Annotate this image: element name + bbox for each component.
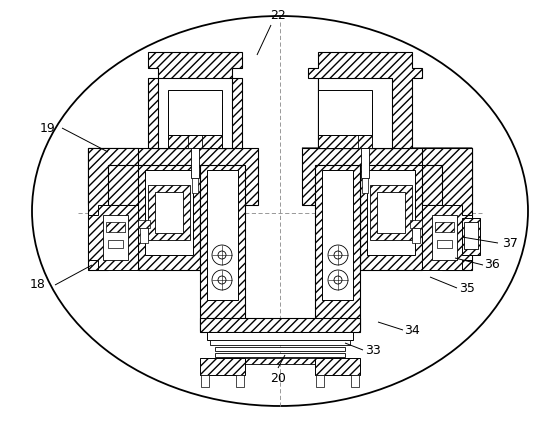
Polygon shape: [215, 353, 345, 357]
Polygon shape: [412, 228, 420, 243]
Polygon shape: [168, 135, 222, 148]
Polygon shape: [435, 222, 454, 232]
Polygon shape: [201, 375, 209, 387]
Circle shape: [334, 251, 342, 259]
Polygon shape: [432, 215, 457, 260]
Polygon shape: [315, 358, 360, 375]
Polygon shape: [464, 222, 478, 249]
Polygon shape: [236, 375, 244, 387]
Ellipse shape: [32, 16, 528, 406]
Circle shape: [328, 270, 348, 290]
Polygon shape: [88, 148, 138, 270]
Polygon shape: [103, 215, 128, 260]
Polygon shape: [437, 240, 452, 248]
Polygon shape: [422, 205, 472, 270]
Polygon shape: [88, 205, 138, 270]
Polygon shape: [361, 148, 369, 178]
Polygon shape: [190, 128, 200, 135]
Text: 18: 18: [30, 278, 46, 291]
Polygon shape: [108, 240, 123, 248]
Polygon shape: [302, 148, 472, 205]
Text: 37: 37: [502, 236, 518, 250]
Circle shape: [212, 245, 232, 265]
Text: 33: 33: [365, 343, 381, 357]
Polygon shape: [207, 332, 353, 340]
Polygon shape: [191, 148, 199, 178]
Polygon shape: [318, 90, 372, 135]
Polygon shape: [462, 218, 480, 255]
Circle shape: [212, 270, 232, 290]
Polygon shape: [138, 165, 200, 270]
Polygon shape: [158, 78, 232, 148]
Polygon shape: [315, 165, 360, 330]
Text: 34: 34: [404, 324, 420, 337]
Polygon shape: [148, 52, 242, 148]
Circle shape: [218, 276, 226, 284]
Polygon shape: [188, 135, 202, 148]
Polygon shape: [210, 340, 350, 345]
Polygon shape: [360, 128, 370, 135]
Polygon shape: [316, 375, 324, 387]
Polygon shape: [207, 170, 238, 300]
Polygon shape: [422, 148, 472, 270]
Circle shape: [218, 251, 226, 259]
Polygon shape: [148, 185, 190, 240]
Polygon shape: [360, 165, 422, 270]
Polygon shape: [351, 375, 359, 387]
Text: 35: 35: [459, 281, 475, 294]
Polygon shape: [200, 358, 245, 375]
Circle shape: [334, 276, 342, 284]
Text: 20: 20: [270, 371, 286, 385]
Text: 19: 19: [40, 121, 56, 135]
Circle shape: [328, 245, 348, 265]
Polygon shape: [318, 78, 392, 148]
Polygon shape: [140, 228, 148, 243]
Polygon shape: [367, 170, 415, 255]
Polygon shape: [200, 318, 360, 332]
Polygon shape: [192, 178, 198, 193]
Polygon shape: [318, 105, 372, 135]
Polygon shape: [358, 135, 372, 148]
Polygon shape: [215, 347, 345, 351]
Polygon shape: [210, 358, 350, 364]
Polygon shape: [362, 178, 368, 193]
Polygon shape: [138, 220, 150, 228]
Polygon shape: [318, 135, 372, 148]
Polygon shape: [322, 170, 353, 300]
Text: 22: 22: [270, 8, 286, 22]
Polygon shape: [410, 220, 422, 228]
Polygon shape: [377, 192, 405, 233]
Polygon shape: [308, 52, 422, 148]
Text: 36: 36: [484, 258, 500, 272]
Polygon shape: [370, 185, 412, 240]
Polygon shape: [145, 170, 193, 255]
Polygon shape: [302, 148, 472, 205]
Polygon shape: [200, 165, 245, 330]
Polygon shape: [155, 192, 183, 233]
Polygon shape: [168, 90, 222, 135]
Polygon shape: [88, 148, 258, 205]
Polygon shape: [168, 105, 222, 135]
Polygon shape: [106, 222, 125, 232]
